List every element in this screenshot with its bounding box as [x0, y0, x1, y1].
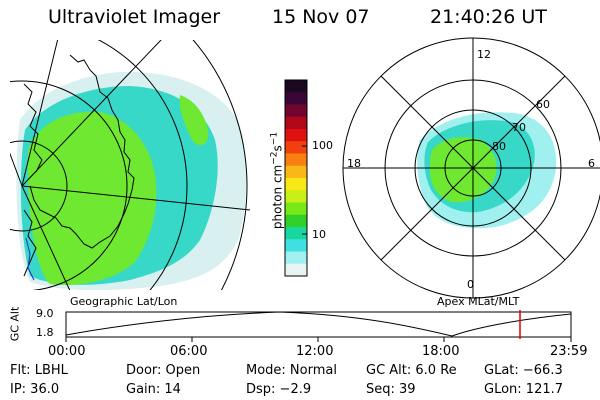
colorbar-segment: [285, 202, 307, 216]
instrument-title: Ultraviolet Imager: [48, 6, 221, 28]
altitude-curve: [65, 311, 572, 337]
colorbar: [285, 80, 307, 277]
observation-time: 21:40:26 UT: [430, 6, 547, 28]
colorbar-segment: [285, 129, 307, 142]
observation-date: 15 Nov 07: [272, 6, 370, 28]
coastline: [29, 54, 135, 249]
colorbar-segment: [285, 239, 307, 252]
colorbar-segment: [285, 92, 307, 105]
mlt-label-12: 12: [477, 48, 491, 61]
colorbar-segment: [285, 165, 307, 179]
status-flt: Flt: LBHL: [10, 363, 68, 378]
mlat-label-60: 60: [536, 98, 550, 111]
status-glat: GLat: −66.3: [484, 363, 563, 378]
colorbar-segment: [285, 80, 307, 93]
timeline-axis-label: GC Alt: [8, 306, 22, 342]
polar-aurora-green: [430, 137, 497, 203]
timeline-xtick-0: 00:00: [48, 344, 86, 359]
mlt-label-0: 0: [467, 278, 474, 291]
polar-caption: Apex MLat/MLT: [437, 295, 520, 308]
colorbar-segment: [285, 227, 307, 240]
colorbar-tick-100: 100: [312, 139, 333, 152]
status-mode: Mode: Normal: [246, 363, 337, 378]
polar-plot: [342, 37, 600, 299]
status-gcalt: GC Alt: 6.0 Re: [366, 363, 457, 378]
timeline-xtick-4: 23:59: [550, 344, 588, 359]
colorbar-segment: [285, 263, 307, 277]
colorbar-tick-10: 10: [312, 228, 326, 241]
status-glon: GLon: 121.7: [484, 382, 564, 397]
altitude-timeline: [65, 310, 572, 342]
mlat-label-80: 80: [492, 140, 506, 153]
map-caption: Geographic Lat/Lon: [70, 295, 178, 308]
colorbar-segment: [285, 178, 307, 191]
mlt-label-18: 18: [347, 157, 361, 170]
map-grid: [10, 40, 251, 290]
status-gain: Gain: 14: [126, 382, 181, 397]
status-dsp: Dsp: −2.9: [246, 382, 312, 397]
timeline-ytick-max: 9.0: [36, 307, 54, 320]
status-seq: Seq: 39: [366, 382, 416, 397]
status-door: Door: Open: [126, 363, 201, 378]
timeline-xtick-3: 18:00: [422, 344, 460, 359]
map-aurora-green: [27, 111, 157, 286]
colorbar-segment: [285, 190, 307, 203]
colorbar-segment: [285, 141, 307, 154]
colorbar-segment: [285, 251, 307, 265]
colorbar-segment: [285, 214, 307, 228]
coastline-island: [25, 237, 35, 281]
timeline-xtick-2: 12:00: [296, 344, 334, 359]
colorbar-segment: [285, 104, 307, 118]
mlt-label-6: 6: [588, 157, 595, 170]
geographic-map: [10, 40, 251, 290]
timeline-xtick-1: 06:00: [170, 344, 208, 359]
polar-grid: [342, 37, 600, 299]
mlat-label-70: 70: [512, 121, 526, 134]
map-aurora-green-b: [179, 95, 209, 146]
colorbar-segment: [285, 116, 307, 130]
colorbar-segment: [285, 153, 307, 167]
timeline-ytick-min: 1.8: [36, 326, 54, 339]
colorbar-unit-label: photon cm−2s−1: [269, 131, 285, 230]
status-ip: IP: 36.0: [10, 382, 60, 397]
